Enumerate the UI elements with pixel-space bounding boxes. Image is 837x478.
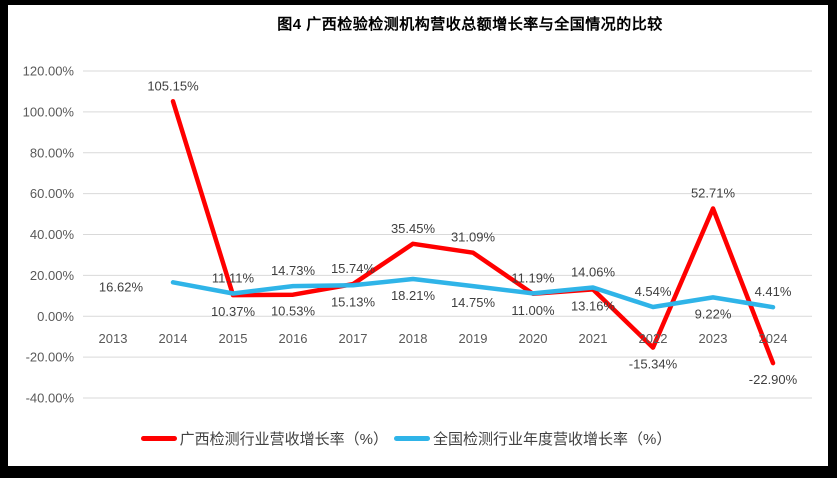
y-tick-label: 60.00% xyxy=(30,186,75,201)
x-tick-label: 2019 xyxy=(459,331,488,346)
data-label: 14.75% xyxy=(451,295,496,310)
data-label: 15.13% xyxy=(331,294,376,309)
data-label: 13.16% xyxy=(571,298,616,313)
data-label: 35.45% xyxy=(391,221,436,236)
data-label: 11.19% xyxy=(511,270,555,285)
x-tick-label: 2015 xyxy=(219,331,248,346)
x-tick-label: 2016 xyxy=(279,331,308,346)
data-label: 14.06% xyxy=(571,265,616,280)
x-tick-label: 2013 xyxy=(99,331,128,346)
data-label: 11.00% xyxy=(511,303,555,318)
y-tick-label: 100.00% xyxy=(23,104,75,119)
y-tick-label: -40.00% xyxy=(26,391,75,406)
y-tick-label: 80.00% xyxy=(30,145,75,160)
x-tick-label: 2018 xyxy=(399,331,428,346)
data-label: 31.09% xyxy=(451,230,496,245)
y-tick-label: 40.00% xyxy=(30,227,75,242)
x-tick-label: 2014 xyxy=(159,331,188,346)
x-tick-label: 2017 xyxy=(339,331,368,346)
legend: 广西检测行业营收增长率（%） 全国检测行业年度营收增长率（%） xyxy=(8,428,828,449)
x-tick-label: 2023 xyxy=(699,331,728,346)
data-label: 9.22% xyxy=(695,306,732,321)
data-label: 16.62% xyxy=(99,279,144,294)
chart-canvas: 图4 广西检验检测机构营收总额增长率与全国情况的比较 105.15% 10.37%… xyxy=(8,5,828,466)
x-tick-label: 2021 xyxy=(579,331,608,346)
chart-title: 图4 广西检验检测机构营收总额增长率与全国情况的比较 xyxy=(277,16,663,33)
legend-label-guangxi: 广西检测行业营收增长率（%） xyxy=(179,431,388,448)
chart-svg: 105.15% 10.37% 10.53% 15.74% 35.45% 31.09% 11.… xyxy=(23,64,812,406)
x-tick-label: 2022 xyxy=(639,331,668,346)
legend-label-national: 全国检测行业年度营收增长率（%） xyxy=(433,431,672,448)
y-tick-label: -20.00% xyxy=(26,350,75,365)
data-label: 10.37% xyxy=(211,304,256,319)
y-tick-label: 0.00% xyxy=(37,309,74,324)
data-label: 18.21% xyxy=(391,288,436,303)
data-label: 15.74% xyxy=(331,261,376,276)
data-label: 4.41% xyxy=(755,284,792,299)
data-label: 14.73% xyxy=(271,263,316,278)
legend-item-national: 全国检测行业年度营收增长率（%） xyxy=(394,428,671,449)
series-line-national xyxy=(170,276,776,310)
legend-marker-guangxi-icon xyxy=(140,436,177,441)
data-label: 105.15% xyxy=(147,78,199,93)
data-label: -22.90% xyxy=(749,372,798,387)
data-label: 4.54% xyxy=(635,284,672,299)
data-label: 11.11% xyxy=(212,271,255,286)
data-label: 52.71% xyxy=(691,186,736,201)
data-label: -15.34% xyxy=(629,357,678,372)
series-line-guangxi xyxy=(170,99,776,366)
data-label: 10.53% xyxy=(271,304,316,319)
legend-marker-national-icon xyxy=(394,436,430,441)
legend-item-guangxi: 广西检测行业营收增长率（%） xyxy=(140,428,388,449)
x-tick-label: 2024 xyxy=(759,331,788,346)
y-tick-label: 120.00% xyxy=(23,64,75,79)
y-tick-label: 20.00% xyxy=(30,268,75,283)
x-tick-label: 2020 xyxy=(519,331,548,346)
